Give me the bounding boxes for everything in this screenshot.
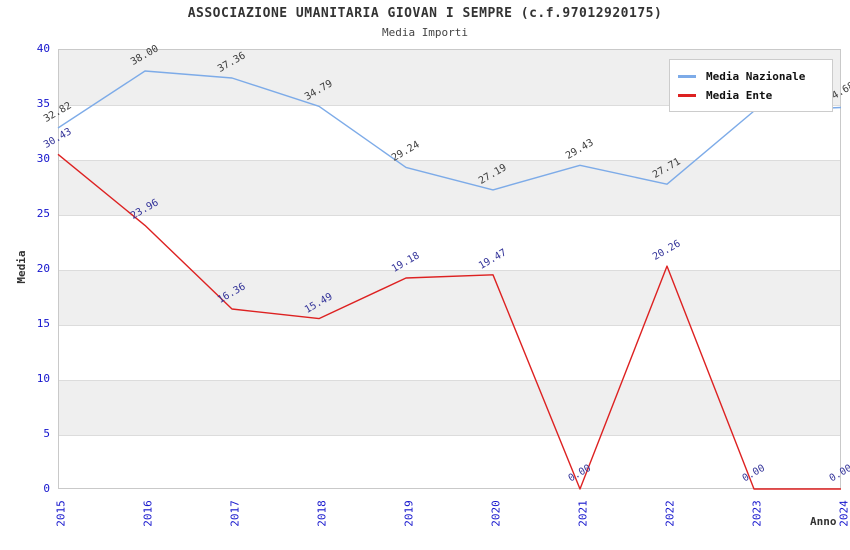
- chart-title: ASSOCIAZIONE UMANITARIA GIOVAN I SEMPRE …: [187, 6, 663, 21]
- plot-band: [59, 380, 840, 435]
- y-tick-label: 35: [36, 97, 50, 110]
- x-tick-label: 2022: [663, 500, 677, 527]
- x-tick-label: 2016: [141, 500, 155, 527]
- x-tick-label: 2019: [402, 500, 416, 527]
- plot-band: [59, 160, 840, 215]
- gridline: [59, 435, 840, 436]
- plot-band: [59, 325, 840, 380]
- gridline: [59, 325, 840, 326]
- x-tick-label: 2020: [489, 500, 503, 527]
- legend-label: Media Nazionale: [706, 70, 806, 83]
- legend-item: Media Ente: [678, 86, 824, 105]
- y-tick-label: 15: [36, 317, 50, 330]
- gridline: [59, 160, 840, 161]
- chart-subtitle: Media Importi: [381, 26, 469, 39]
- x-tick-label: 2023: [750, 500, 764, 527]
- x-tick-label: 2017: [228, 500, 242, 527]
- plot-band: [59, 435, 840, 490]
- x-tick-label: 2021: [576, 500, 590, 527]
- x-tick-label: 2018: [315, 500, 329, 527]
- legend-line-swatch: [678, 94, 696, 97]
- y-tick-label: 30: [36, 152, 50, 165]
- y-tick-label: 20: [36, 262, 50, 275]
- plot-band: [59, 270, 840, 325]
- legend-line-swatch: [678, 75, 696, 78]
- legend-item: Media Nazionale: [678, 67, 824, 86]
- y-tick-label: 40: [36, 42, 50, 55]
- x-tick-label: 2015: [54, 500, 68, 527]
- plot-band: [59, 215, 840, 270]
- legend: Media Nazionale Media Ente: [669, 59, 833, 112]
- gridline: [59, 270, 840, 271]
- x-axis-title: Anno: [810, 515, 837, 528]
- plot-band: [59, 105, 840, 160]
- legend-label: Media Ente: [706, 89, 773, 102]
- y-tick-label: 0: [43, 482, 50, 495]
- y-tick-label: 25: [36, 207, 50, 220]
- gridline: [59, 380, 840, 381]
- y-tick-label: 5: [43, 427, 50, 440]
- plot-area: [58, 49, 841, 489]
- y-tick-label: 10: [36, 372, 50, 385]
- gridline: [59, 215, 840, 216]
